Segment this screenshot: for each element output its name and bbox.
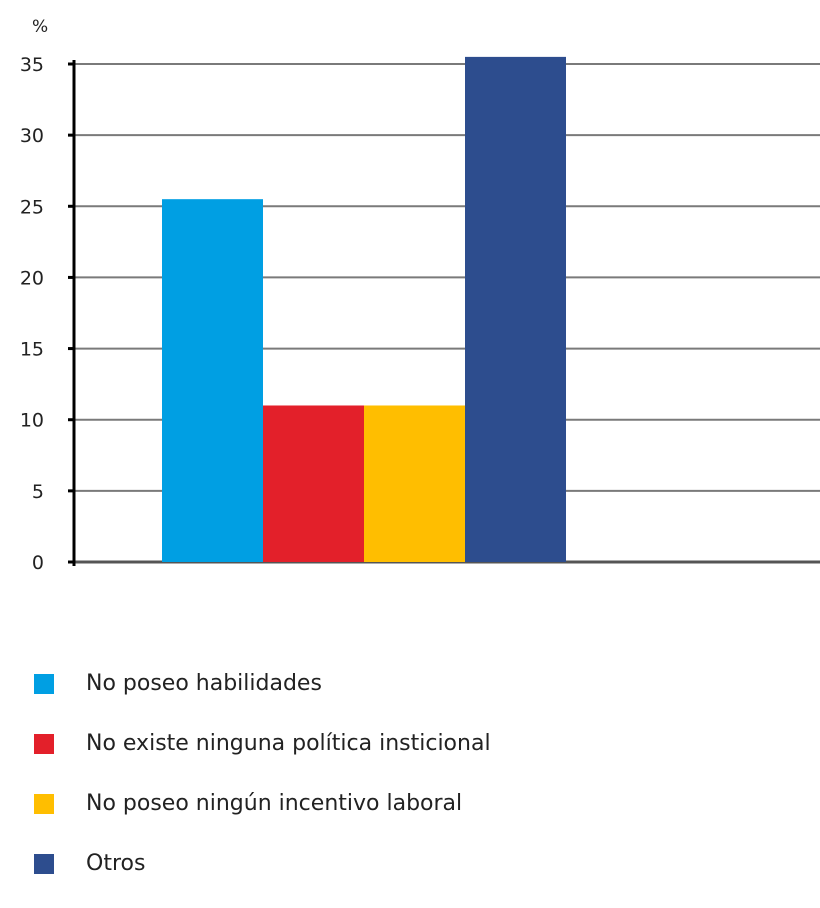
legend-swatch-0 bbox=[34, 674, 54, 694]
y-tick-label-10: 10 bbox=[20, 410, 44, 432]
bar-3 bbox=[465, 56, 566, 563]
bar-2 bbox=[364, 405, 465, 562]
legend-label-2: No poseo ningún incentivo laboral bbox=[86, 791, 463, 816]
legend-label-0: No poseo habilidades bbox=[86, 671, 322, 696]
bars bbox=[162, 56, 566, 563]
y-tick-label-30: 30 bbox=[20, 125, 44, 147]
legend-swatch-1 bbox=[34, 734, 54, 754]
y-tick-label-20: 20 bbox=[20, 267, 44, 289]
y-tick-label-15: 15 bbox=[20, 339, 44, 361]
bar-0 bbox=[162, 199, 263, 562]
y-axis-unit: % bbox=[32, 17, 48, 37]
y-tick-label-25: 25 bbox=[20, 196, 44, 218]
legend-swatch-2 bbox=[34, 794, 54, 814]
bar-chart: 0 5 10 15 20 25 30 35 % bbox=[20, 17, 820, 574]
y-tick-label-0: 0 bbox=[32, 552, 44, 574]
bar-1 bbox=[263, 405, 364, 562]
legend-swatch-3 bbox=[34, 854, 54, 874]
legend-label-1: No existe ninguna política insticional bbox=[86, 731, 491, 756]
legend-label-3: Otros bbox=[86, 851, 146, 876]
y-ticks: 0 5 10 15 20 25 30 35 bbox=[20, 54, 74, 574]
y-tick-label-5: 5 bbox=[32, 481, 44, 503]
y-tick-label-35: 35 bbox=[20, 54, 44, 76]
